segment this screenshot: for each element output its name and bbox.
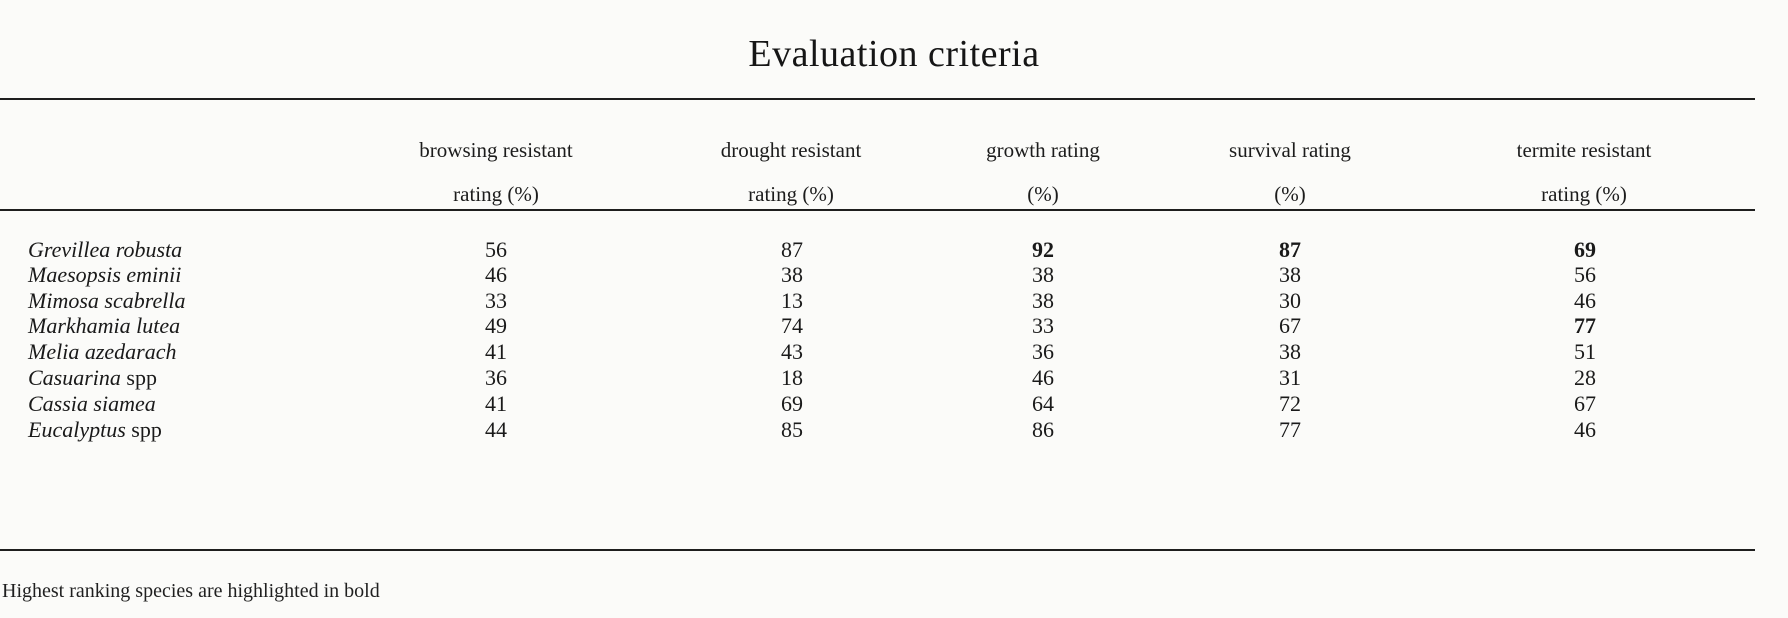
table-cell: 36 — [485, 365, 507, 390]
header-survival: survival rating (%) — [1160, 128, 1420, 216]
table-cell: 41 — [485, 339, 507, 364]
table-cell: 38 — [1279, 262, 1301, 287]
species-name: Casuarina spp — [28, 365, 157, 391]
table-cell: 41 — [485, 391, 507, 416]
table-cell: 56 — [1574, 262, 1596, 287]
table-cell: 44 — [485, 417, 507, 442]
header-line: termite resistant — [1516, 138, 1652, 162]
header-line: rating (%) — [453, 182, 539, 206]
table-caption: Evaluation criteria — [748, 33, 1040, 75]
header-growth: growth rating (%) — [913, 128, 1173, 216]
table-cell: 38 — [781, 262, 803, 287]
table-cell: 36 — [1032, 339, 1054, 364]
species-suffix: spp — [126, 365, 157, 390]
species-name: Mimosa scabrella — [28, 288, 185, 314]
table-cell: 69 — [781, 391, 803, 416]
table-footnote: Highest ranking species are highlighted … — [2, 580, 380, 602]
species-name: Melia azedarach — [28, 339, 176, 365]
table-cell: 38 — [1032, 262, 1054, 287]
table-cell: 92 — [1032, 237, 1054, 262]
species-genus: Markhamia lutea — [28, 313, 181, 338]
table-cell: 87 — [781, 237, 803, 262]
header-drought: drought resistant rating (%) — [661, 128, 921, 216]
table-cell: 46 — [1032, 365, 1054, 390]
table-cell: 69 — [1574, 237, 1596, 262]
header-line: browsing resistant — [419, 138, 573, 162]
table-cell: 51 — [1574, 339, 1596, 364]
table-cell: 67 — [1279, 313, 1301, 338]
species-suffix: spp — [131, 417, 162, 442]
table-cell: 33 — [1032, 313, 1054, 338]
header-browsing: browsing resistant rating (%) — [366, 128, 626, 216]
table-cell: 72 — [1279, 391, 1301, 416]
table-cell: 28 — [1574, 365, 1596, 390]
header-line: rating (%) — [1541, 182, 1627, 206]
table-cell: 87 — [1279, 237, 1301, 262]
table-cell: 49 — [485, 313, 507, 338]
top-rule — [0, 98, 1755, 100]
species-genus: Melia azedarach — [28, 339, 177, 364]
table-cell: 56 — [485, 237, 507, 262]
species-genus: Eucalyptus — [28, 417, 126, 442]
header-line: (%) — [1027, 182, 1059, 206]
table-cell: 77 — [1279, 417, 1301, 442]
species-name: Eucalyptus spp — [28, 417, 162, 443]
table-cell: 43 — [781, 339, 803, 364]
table-cell: 38 — [1032, 288, 1054, 313]
header-line: (%) — [1274, 182, 1306, 206]
table-cell: 31 — [1279, 365, 1301, 390]
table-cell: 30 — [1279, 288, 1301, 313]
species-genus: Mimosa scabrella — [28, 288, 186, 313]
species-name: Markhamia lutea — [28, 313, 180, 339]
table-cell: 64 — [1032, 391, 1054, 416]
table-cell: 67 — [1574, 391, 1596, 416]
header-termite: termite resistant rating (%) — [1454, 128, 1714, 216]
header-line: growth rating — [986, 138, 1100, 162]
table-cell: 46 — [1574, 417, 1596, 442]
table-cell: 38 — [1279, 339, 1301, 364]
bottom-rule — [0, 549, 1755, 551]
table-cell: 85 — [781, 417, 803, 442]
table-cell: 13 — [781, 288, 803, 313]
table-cell: 77 — [1574, 313, 1596, 338]
table-cell: 86 — [1032, 417, 1054, 442]
species-genus: Maesopsis eminii — [28, 262, 182, 287]
table-cell: 74 — [781, 313, 803, 338]
species-name: Cassia siamea — [28, 391, 156, 417]
species-genus: Casuarina — [28, 365, 121, 390]
table-cell: 46 — [1574, 288, 1596, 313]
header-line: survival rating — [1229, 138, 1351, 162]
header-line: rating (%) — [748, 182, 834, 206]
table-cell: 33 — [485, 288, 507, 313]
header-rule — [0, 209, 1755, 211]
species-name: Maesopsis eminii — [28, 262, 181, 288]
table-cell: 46 — [485, 262, 507, 287]
species-genus: Grevillea robusta — [28, 237, 183, 262]
species-genus: Cassia siamea — [28, 391, 156, 416]
species-name: Grevillea robusta — [28, 237, 182, 263]
table-cell: 18 — [781, 365, 803, 390]
header-line: drought resistant — [720, 138, 862, 162]
